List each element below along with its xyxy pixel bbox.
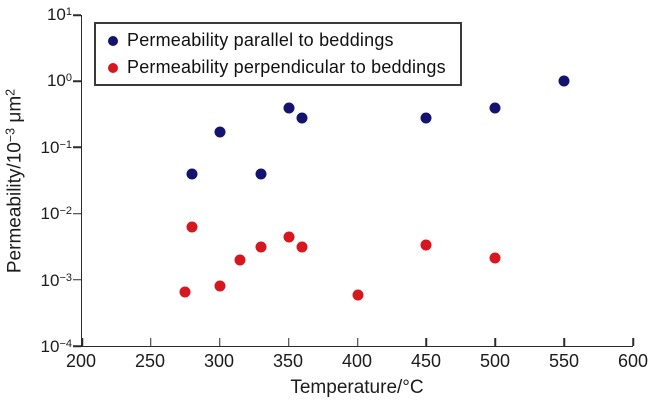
x-tick-label: 300 — [203, 351, 235, 371]
y-tick-label: 101 — [46, 5, 72, 24]
data-point-perpendicular — [352, 289, 363, 301]
legend: Permeability parallel to beddings Permea… — [94, 22, 462, 86]
x-tick-label: 600 — [617, 351, 649, 371]
x-tick — [150, 338, 152, 346]
data-point-parallel — [214, 126, 226, 138]
y-tick-label: 10−2 — [40, 204, 72, 224]
x-axis-title: Temperature/°C — [290, 377, 424, 398]
data-point-perpendicular — [296, 241, 308, 253]
legend-marker-parallel-icon — [108, 35, 118, 46]
data-point-parallel — [489, 102, 501, 114]
x-tick — [356, 338, 359, 346]
data-point-perpendicular — [283, 231, 295, 243]
data-point-parallel — [420, 112, 432, 124]
x-axis-tick-labels: 200 250 300 350 400 450 500 550 600 — [66, 351, 648, 373]
data-point-perpendicular — [214, 280, 226, 292]
y-tick — [73, 80, 81, 82]
x-tick — [219, 338, 221, 346]
x-tick — [563, 338, 565, 346]
data-point-parallel — [296, 112, 308, 124]
x-tick-label: 250 — [134, 351, 166, 371]
x-tick — [81, 338, 83, 346]
data-point-perpendicular — [489, 252, 501, 264]
x-tick-label: 350 — [272, 351, 304, 371]
x-tick — [287, 338, 290, 346]
y-tick — [73, 345, 81, 347]
x-tick — [494, 338, 496, 346]
data-point-perpendicular — [420, 239, 432, 251]
legend-item-perpendicular: Permeability perpendicular to beddings — [108, 54, 446, 81]
data-point-perpendicular — [179, 286, 191, 298]
legend-label-perpendicular: Permeability perpendicular to beddings — [127, 57, 446, 77]
data-point-perpendicular — [255, 241, 267, 253]
y-tick-label: 10−4 — [40, 337, 72, 356]
data-point-parallel — [283, 102, 295, 114]
y-tick — [73, 146, 81, 149]
y-tick — [73, 279, 81, 281]
x-tick-label: 500 — [479, 351, 511, 371]
y-tick-label: 10−1 — [40, 137, 72, 157]
data-point-parallel — [558, 75, 570, 87]
x-tick-label: 400 — [341, 351, 373, 371]
legend-marker-perpendicular-icon — [108, 62, 118, 73]
legend-item-parallel: Permeability parallel to beddings — [108, 27, 446, 54]
y-tick — [73, 212, 81, 215]
x-tick-label: 550 — [548, 351, 580, 371]
x-tick — [425, 338, 428, 346]
x-tick — [632, 338, 634, 346]
y-tick-label: 10−3 — [40, 270, 72, 290]
legend-label-parallel: Permeability parallel to beddings — [127, 30, 394, 50]
data-point-perpendicular — [186, 221, 198, 233]
data-point-parallel — [255, 168, 267, 180]
y-tick-label: 100 — [46, 71, 72, 91]
y-tick — [73, 14, 81, 16]
data-point-perpendicular — [234, 254, 246, 266]
y-axis-tick-labels: 101 100 10−1 10−2 10−3 10−4 — [0, 5, 72, 356]
plot-area: Permeability parallel to beddings Permea… — [73, 14, 634, 347]
x-tick-label: 200 — [65, 351, 97, 371]
x-tick-label: 450 — [410, 351, 442, 371]
data-point-parallel — [186, 168, 198, 180]
